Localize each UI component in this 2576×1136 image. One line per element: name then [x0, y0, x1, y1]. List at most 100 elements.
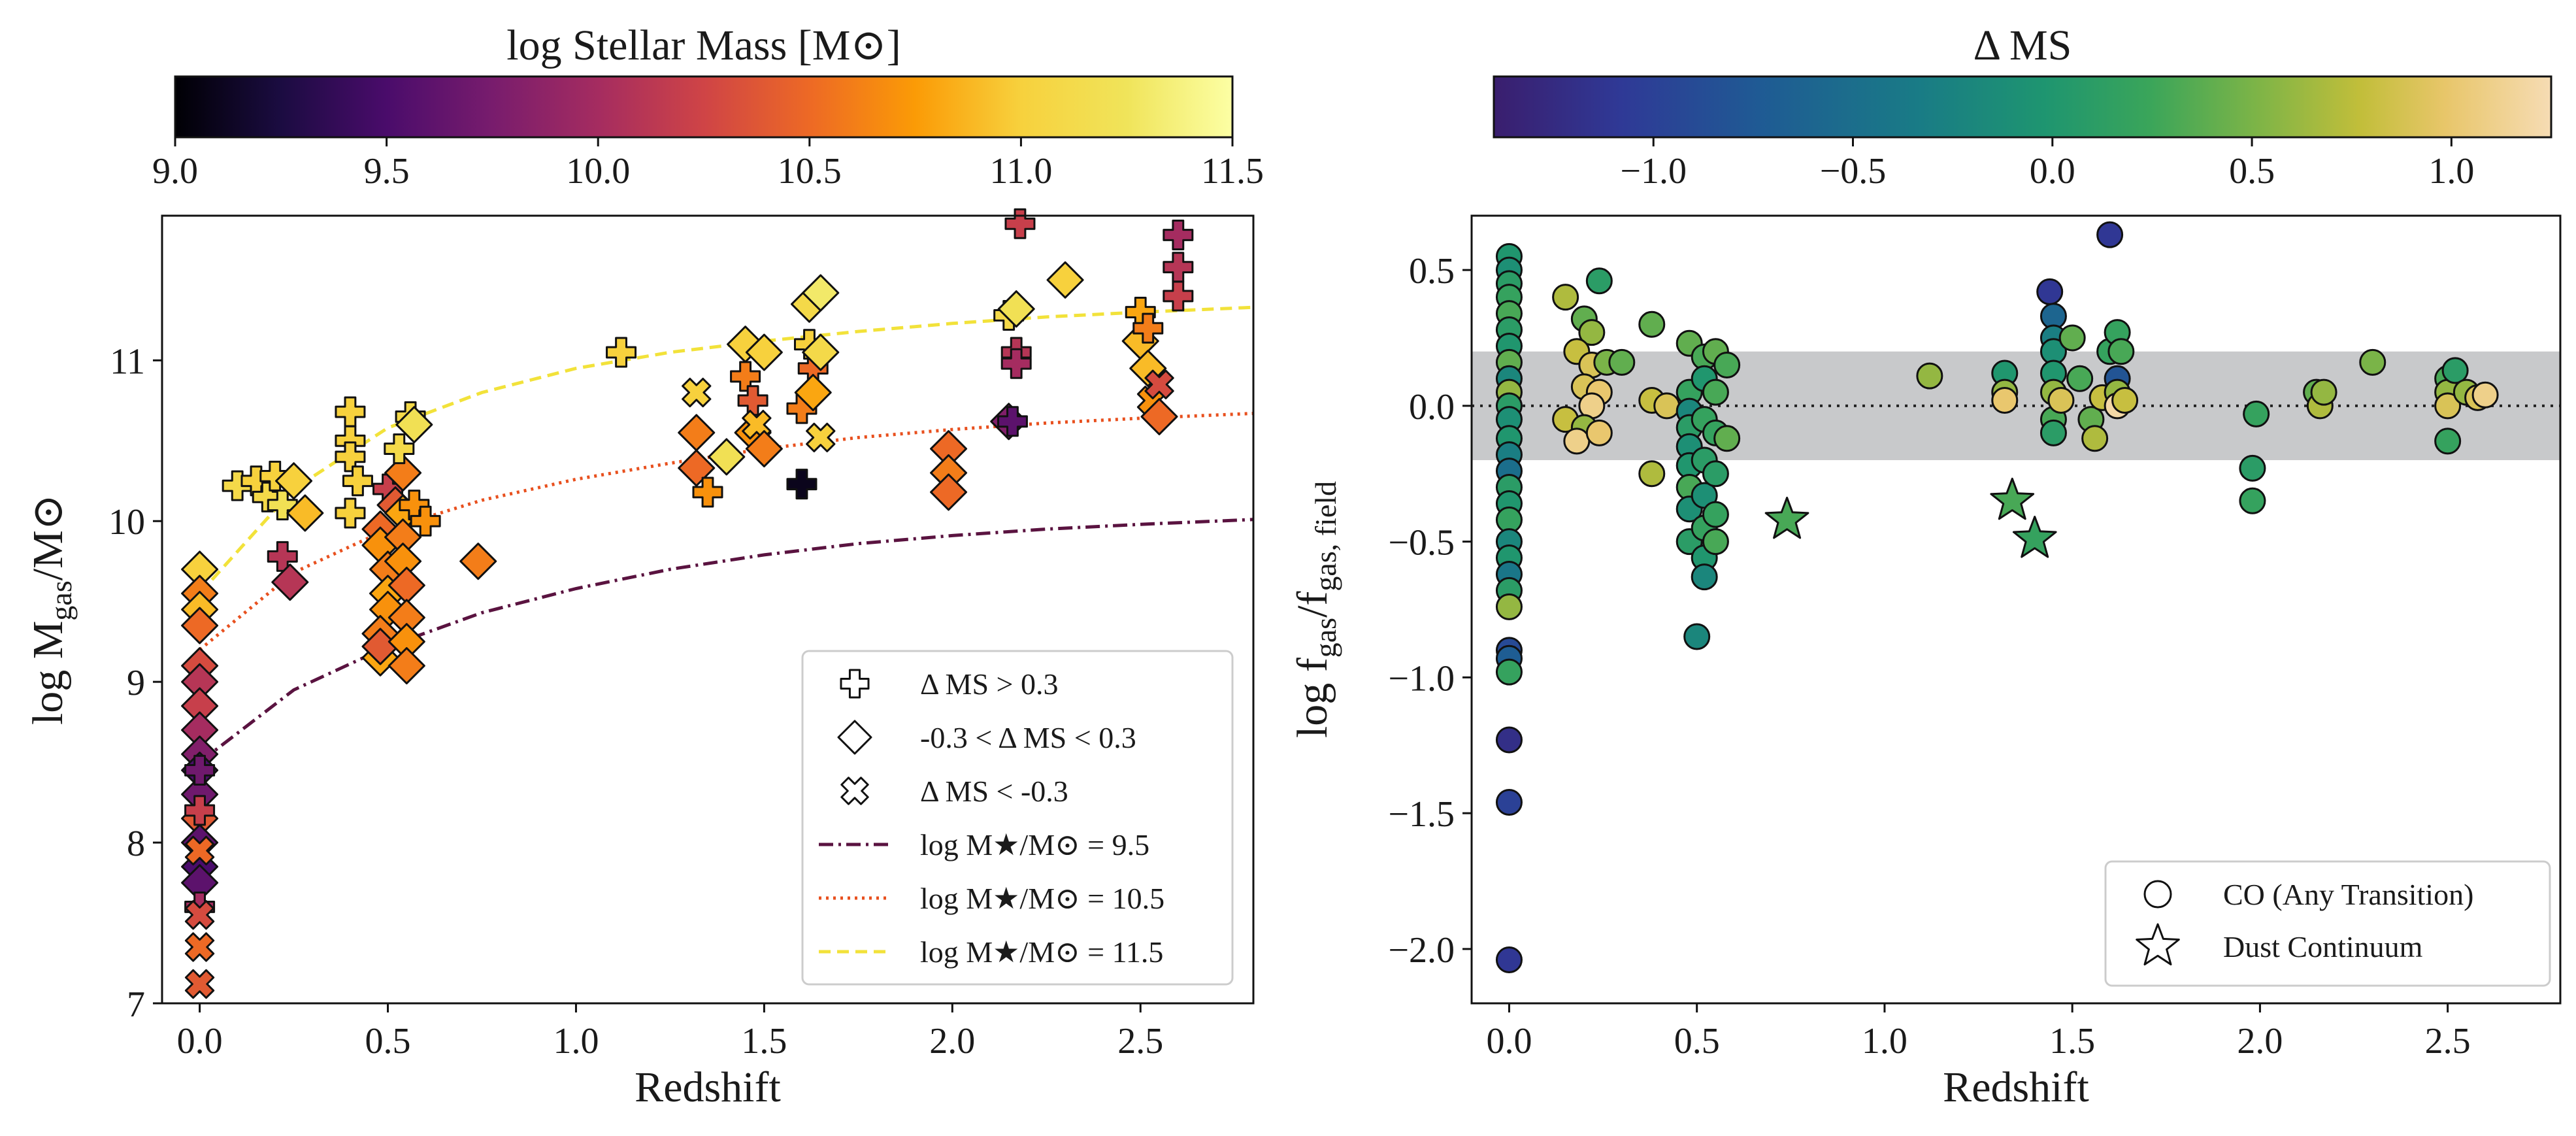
- data-point: [267, 490, 298, 521]
- data-point: [930, 473, 968, 511]
- left-panel: log Stellar Mass [M⊙] 9.0 9.5 10.0 10.5 11.0 1…: [24, 22, 1264, 1111]
- data-point: [1563, 427, 1591, 455]
- colorbar-tick-label: 10.5: [778, 151, 842, 192]
- data-point: [2107, 338, 2135, 365]
- data-point: [2434, 427, 2462, 455]
- data-point: [1004, 208, 1036, 239]
- data-point: [252, 481, 283, 512]
- data-point: [745, 333, 783, 371]
- x-tick-label: 1.0: [1862, 1021, 1907, 1061]
- y-tick-label: −1.0: [1388, 658, 1455, 699]
- legend-box: [801, 650, 1234, 986]
- data-point: [184, 900, 215, 930]
- data-point: [1495, 789, 1523, 816]
- x-tick-label: 2.5: [2425, 1021, 2471, 1061]
- data-point: [1140, 397, 1178, 435]
- data-point: [745, 430, 783, 468]
- data-point: [1000, 348, 1032, 379]
- colorbar-tick-label: 9.0: [152, 151, 198, 192]
- y-tick-label: 11: [110, 341, 145, 382]
- y-axis-label: log Mgas/M⊙: [24, 494, 78, 725]
- y-tick-label: 8: [127, 824, 145, 864]
- legend-label: CO (Any Transition): [2223, 878, 2473, 911]
- data-point: [1653, 392, 1681, 420]
- data-point: [1702, 460, 1729, 488]
- data-point: [997, 406, 1028, 437]
- data-point: [335, 396, 366, 427]
- legend-label: log M★/M⊙ = 9.5: [920, 828, 1149, 861]
- legend-label: Dust Continuum: [2223, 930, 2423, 963]
- data-point: [384, 433, 415, 465]
- data-point: [184, 795, 216, 826]
- data-point: [1585, 419, 1613, 446]
- data-point: [1495, 658, 1523, 686]
- data-point: [388, 647, 425, 685]
- data-point: [2012, 516, 2057, 558]
- legend-label: log M★/M⊙ = 11.5: [920, 935, 1163, 969]
- data-point: [2359, 348, 2386, 376]
- data-point: [806, 422, 836, 452]
- legend-cross-marker: [840, 777, 869, 805]
- colorbar-tick-label: 9.5: [364, 151, 410, 192]
- legend-label: Δ MS < -0.3: [920, 775, 1068, 808]
- data-point: [692, 476, 723, 508]
- legend-star-marker: [2136, 923, 2180, 965]
- data-point: [2441, 357, 2469, 384]
- data-point: [2471, 381, 2499, 409]
- colorbar: [1493, 75, 2552, 139]
- colorbar-title: log Stellar Mass [M⊙]: [506, 22, 900, 69]
- y-tick-label: 0.5: [1409, 251, 1455, 292]
- data-point: [1144, 369, 1174, 399]
- right-panel: Δ MS −1.0 −0.5 0.0 0.5 1.0 0.0 0.5 1.0 1.5 2.0 2.5 −…: [1289, 22, 2562, 1111]
- colorbar-tick-label: 1.0: [2428, 151, 2474, 192]
- colorbar-tick-label: 11.5: [1201, 151, 1264, 192]
- data-point: [1991, 387, 2019, 414]
- data-point: [395, 406, 433, 444]
- y-tick-label: −1.5: [1388, 794, 1455, 835]
- x-tick-label: 0.0: [177, 1021, 223, 1061]
- data-point: [1638, 460, 1666, 488]
- data-point: [1552, 284, 1579, 311]
- data-point: [708, 438, 746, 476]
- data-point: [184, 835, 215, 865]
- data-point: [1163, 280, 1194, 312]
- legend-label: -0.3 < Δ MS < 0.3: [920, 721, 1136, 754]
- data-point: [1702, 378, 1729, 406]
- y-tick-label: 0.0: [1409, 387, 1455, 427]
- legend-label: log M★/M⊙ = 10.5: [920, 882, 1164, 915]
- x-tick-label: 2.0: [2237, 1021, 2283, 1061]
- data-point: [2047, 387, 2075, 414]
- x-tick-label: 1.5: [2049, 1021, 2095, 1061]
- data-point: [1495, 946, 1523, 974]
- data-point: [1046, 261, 1084, 299]
- x-tick-label: 2.5: [1117, 1021, 1163, 1061]
- data-point: [2081, 425, 2109, 452]
- data-point: [384, 454, 422, 492]
- data-point: [335, 497, 366, 529]
- x-tick-label: 0.5: [365, 1021, 411, 1061]
- data-point: [286, 494, 324, 532]
- x-tick-label: 0.0: [1486, 1021, 1532, 1061]
- data-point: [997, 290, 1035, 328]
- data-point: [802, 274, 840, 312]
- axes-frame: [161, 214, 1255, 1005]
- colorbar-tick-label: −0.5: [1820, 151, 1887, 192]
- x-axis-label: Redshift: [1943, 1063, 2089, 1111]
- x-tick-label: 1.5: [741, 1021, 787, 1061]
- data-point: [786, 469, 817, 500]
- x-axis-label: Redshift: [635, 1063, 781, 1111]
- legend-diamond-marker: [837, 720, 872, 755]
- colorbar-tick-label: 0.5: [2229, 151, 2275, 192]
- data-point: [2310, 378, 2337, 406]
- data-point: [1132, 312, 1164, 344]
- data-point: [2066, 365, 2094, 392]
- data-point: [2058, 324, 2086, 352]
- data-point: [1990, 477, 2035, 520]
- data-point: [2243, 400, 2270, 427]
- data-point: [184, 932, 215, 962]
- colorbar-tick-label: 11.0: [989, 151, 1052, 192]
- data-point: [2039, 419, 2067, 446]
- colorbar-tick-label: −1.0: [1620, 151, 1687, 192]
- data-point: [1702, 528, 1729, 556]
